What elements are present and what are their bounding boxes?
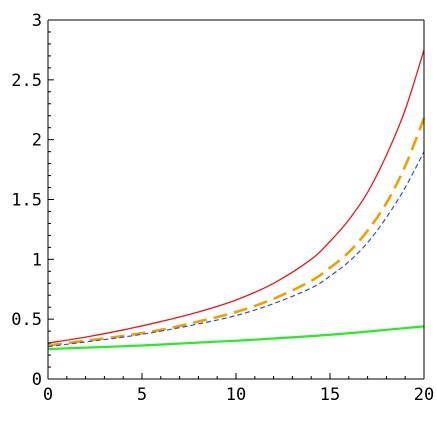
y-tick-label: 1 xyxy=(32,250,42,270)
x-tick-label: 10 xyxy=(226,385,246,405)
y-tick-label: 0 xyxy=(32,370,42,390)
y-tick-label: 0.5 xyxy=(11,310,42,330)
series-line-3 xyxy=(47,151,425,348)
series-line-4 xyxy=(47,325,425,351)
y-tick-label: 2.5 xyxy=(11,71,42,91)
axes-layer xyxy=(47,19,425,380)
ticks-layer: 0 5 10 15 20 0 0.5 1 1.5 2 2.5 3 xyxy=(11,11,434,405)
y-tick-label: 3 xyxy=(32,11,42,31)
x-tick-label: 15 xyxy=(320,385,340,405)
x-tick-label: 20 xyxy=(414,385,434,405)
series-line-2 xyxy=(47,117,426,347)
y-tick-label: 2 xyxy=(32,131,42,151)
x-tick-label: 5 xyxy=(137,385,147,405)
y-tick-label: 1.5 xyxy=(11,191,42,211)
series-layer xyxy=(47,49,426,351)
series-line-1 xyxy=(47,49,425,344)
x-tick-label: 0 xyxy=(43,385,53,405)
